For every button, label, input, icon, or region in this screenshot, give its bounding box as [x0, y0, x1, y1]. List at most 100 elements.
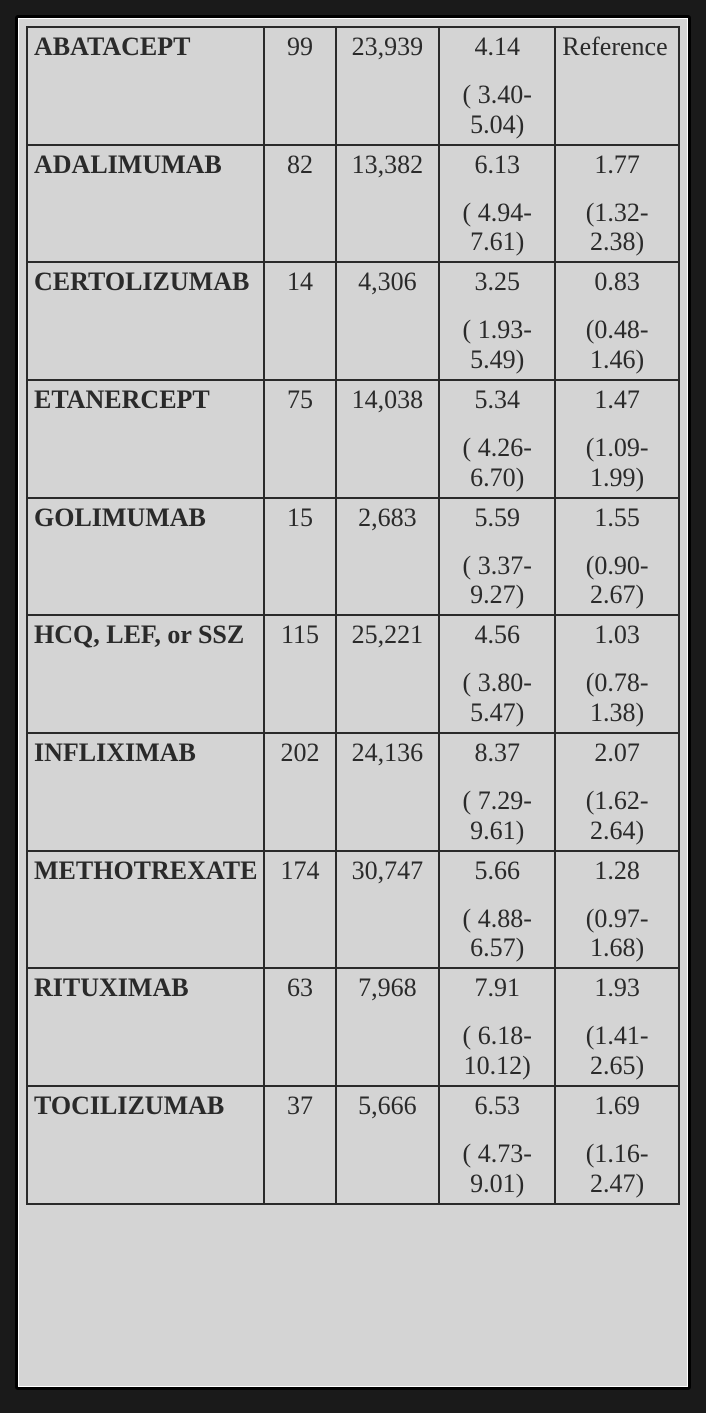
cell-ratio: 1.93 (1.41- 2.65): [555, 968, 679, 1086]
cell-total: 5,666: [336, 1086, 440, 1204]
cell-rate: 5.34 ( 4.26- 6.70): [439, 380, 555, 498]
rate-ci: ( 4.94- 7.61): [446, 198, 548, 258]
cell-drug-name: ADALIMUMAB: [27, 145, 264, 263]
ratio-ci: (0.97- 1.68): [562, 904, 672, 964]
cell-n: 174: [264, 851, 335, 969]
ratio-value: 0.83: [562, 267, 672, 297]
cell-total: 2,683: [336, 498, 440, 616]
cell-rate: 7.91 ( 6.18- 10.12): [439, 968, 555, 1086]
cell-drug-name: RITUXIMAB: [27, 968, 264, 1086]
cell-rate: 4.56 ( 3.80- 5.47): [439, 615, 555, 733]
cell-total: 4,306: [336, 262, 440, 380]
cell-n: 15: [264, 498, 335, 616]
cell-total: 13,382: [336, 145, 440, 263]
cell-total: 30,747: [336, 851, 440, 969]
rate-ci: ( 3.37- 9.27): [446, 551, 548, 611]
cell-ratio: 1.69 (1.16- 2.47): [555, 1086, 679, 1204]
table-row: RITUXIMAB637,9687.91 ( 6.18- 10.12) 1.93 (1…: [27, 968, 679, 1086]
cell-n: 99: [264, 27, 335, 145]
cell-rate: 3.25 ( 1.93- 5.49): [439, 262, 555, 380]
ratio-ci: (1.09- 1.99): [562, 433, 672, 493]
rate-value: 6.13: [446, 150, 548, 180]
cell-drug-name: CERTOLIZUMAB: [27, 262, 264, 380]
cell-rate: 4.14 ( 3.40- 5.04): [439, 27, 555, 145]
cell-rate: 8.37 ( 7.29- 9.61): [439, 733, 555, 851]
cell-n: 14: [264, 262, 335, 380]
rate-ci: ( 6.18- 10.12): [446, 1021, 548, 1081]
cell-n: 115: [264, 615, 335, 733]
table-body: ABATACEPT9923,9394.14 ( 3.40- 5.04) Refere…: [27, 27, 679, 1204]
cell-ratio: 2.07 (1.62- 2.64): [555, 733, 679, 851]
cell-n: 202: [264, 733, 335, 851]
rate-ci: ( 4.26- 6.70): [446, 433, 548, 493]
cell-ratio: 1.03 (0.78- 1.38): [555, 615, 679, 733]
cell-n: 63: [264, 968, 335, 1086]
cell-rate: 6.53 ( 4.73- 9.01): [439, 1086, 555, 1204]
cell-drug-name: HCQ, LEF, or SSZ: [27, 615, 264, 733]
rate-ci: ( 4.88- 6.57): [446, 904, 548, 964]
ratio-ci: (0.90- 2.67): [562, 551, 672, 611]
rate-value: 5.66: [446, 856, 548, 886]
rate-value: 8.37: [446, 738, 548, 768]
rate-ci: ( 4.73- 9.01): [446, 1139, 548, 1199]
table-row: GOLIMUMAB152,6835.59 ( 3.37- 9.27) 1.55 (0.…: [27, 498, 679, 616]
table-row: METHOTREXATE17430,7475.66( 4.88- 6.57)1.…: [27, 851, 679, 969]
ratio-value: 2.07: [562, 738, 672, 768]
cell-drug-name: TOCILIZUMAB: [27, 1086, 264, 1204]
cell-ratio: 1.28 (0.97- 1.68): [555, 851, 679, 969]
rate-value: 5.34: [446, 385, 548, 415]
table-row: TOCILIZUMAB375,6666.53 ( 4.73- 9.01) 1.69 (…: [27, 1086, 679, 1204]
ratio-value: 1.47: [562, 385, 672, 415]
table-row: ETANERCEPT7514,0385.34 ( 4.26- 6.70) 1.47 (…: [27, 380, 679, 498]
ratio-ci: (1.62- 2.64): [562, 786, 672, 846]
cell-rate: 6.13 ( 4.94- 7.61): [439, 145, 555, 263]
reference-label: Reference: [562, 32, 667, 61]
rate-value: 7.91: [446, 973, 548, 1003]
rate-value: 4.56: [446, 620, 548, 650]
cell-drug-name: METHOTREXATE: [27, 851, 264, 969]
cell-total: 25,221: [336, 615, 440, 733]
cell-n: 82: [264, 145, 335, 263]
rate-value: 3.25: [446, 267, 548, 297]
table-row: ADALIMUMAB8213,3826.13 ( 4.94- 7.61)1.77(…: [27, 145, 679, 263]
cell-rate: 5.59 ( 3.37- 9.27): [439, 498, 555, 616]
cell-ratio: 1.47 (1.09- 1.99): [555, 380, 679, 498]
ratio-value: 1.93: [562, 973, 672, 1003]
table-row: ABATACEPT9923,9394.14 ( 3.40- 5.04) Refere…: [27, 27, 679, 145]
cell-total: 14,038: [336, 380, 440, 498]
table-frame: ABATACEPT9923,9394.14 ( 3.40- 5.04) Refere…: [15, 15, 691, 1390]
cell-drug-name: GOLIMUMAB: [27, 498, 264, 616]
ratio-value: 1.28: [562, 856, 672, 886]
rate-ci: ( 7.29- 9.61): [446, 786, 548, 846]
rate-value: 6.53: [446, 1091, 548, 1121]
cell-n: 37: [264, 1086, 335, 1204]
rate-value: 5.59: [446, 503, 548, 533]
ratio-ci: (1.41- 2.65): [562, 1021, 672, 1081]
cell-n: 75: [264, 380, 335, 498]
cell-ratio: 1.77(1.32- 2.38): [555, 145, 679, 263]
ratio-value: 1.69: [562, 1091, 672, 1121]
rate-ci: ( 1.93- 5.49): [446, 315, 548, 375]
rate-value: 4.14: [446, 32, 548, 62]
ratio-ci: (0.48- 1.46): [562, 315, 672, 375]
cell-ratio: Reference: [555, 27, 679, 145]
cell-ratio: 1.55 (0.90- 2.67): [555, 498, 679, 616]
cell-ratio: 0.83 (0.48- 1.46): [555, 262, 679, 380]
ratio-value: 1.03: [562, 620, 672, 650]
drug-data-table: ABATACEPT9923,9394.14 ( 3.40- 5.04) Refere…: [26, 26, 680, 1205]
cell-total: 24,136: [336, 733, 440, 851]
cell-drug-name: INFLIXIMAB: [27, 733, 264, 851]
cell-rate: 5.66 ( 4.88- 6.57): [439, 851, 555, 969]
ratio-value: 1.77: [562, 150, 672, 180]
rate-ci: ( 3.80- 5.47): [446, 668, 548, 728]
table-row: CERTOLIZUMAB144,3063.25( 1.93- 5.49)0.83…: [27, 262, 679, 380]
cell-drug-name: ETANERCEPT: [27, 380, 264, 498]
table-row: INFLIXIMAB20224,1368.37( 7.29- 9.61)2.07…: [27, 733, 679, 851]
ratio-value: 1.55: [562, 503, 672, 533]
cell-total: 7,968: [336, 968, 440, 1086]
rate-ci: ( 3.40- 5.04): [446, 80, 548, 140]
ratio-ci: (1.16- 2.47): [562, 1139, 672, 1199]
ratio-ci: (0.78- 1.38): [562, 668, 672, 728]
cell-drug-name: ABATACEPT: [27, 27, 264, 145]
cell-total: 23,939: [336, 27, 440, 145]
